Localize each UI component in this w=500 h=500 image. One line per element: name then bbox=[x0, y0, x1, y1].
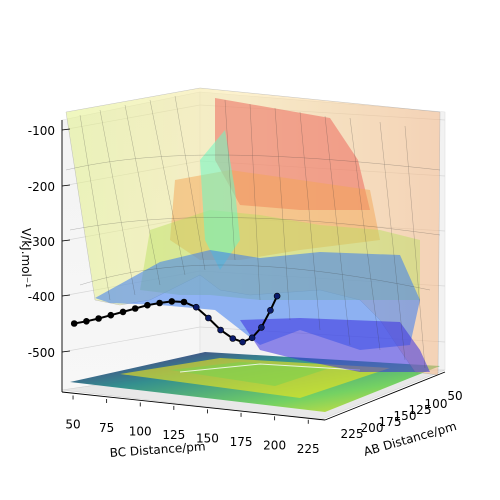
trajectory-point bbox=[131, 305, 139, 312]
axis-lines bbox=[61, 120, 446, 421]
trajectory-point bbox=[239, 338, 246, 346]
x-tick-label: 75 bbox=[99, 421, 114, 435]
trajectory-point bbox=[180, 298, 188, 306]
y-tick-label: 100 bbox=[425, 397, 448, 411]
trajectory-point bbox=[119, 308, 127, 316]
x-tick-label: 225 bbox=[297, 442, 320, 456]
z-tick-mark bbox=[61, 350, 71, 353]
energy-surface bbox=[65, 87, 441, 376]
x-tick-label: 150 bbox=[196, 431, 219, 445]
x-axis-ticks: 50 75 100 125 150 175 200 225 bbox=[65, 395, 320, 456]
y-tick-label: 125 bbox=[409, 403, 432, 417]
trajectory-point bbox=[107, 311, 115, 319]
z-tick-label: -400 bbox=[28, 290, 55, 304]
trajectory-point bbox=[267, 306, 274, 314]
x-tick-label: 50 bbox=[65, 418, 80, 432]
z-tick-mark bbox=[61, 128, 71, 131]
z-tick-mark bbox=[61, 184, 71, 187]
y-tick-label: 200 bbox=[361, 421, 384, 435]
z-tick-label: -300 bbox=[28, 235, 55, 249]
y-tick-label: 50 bbox=[447, 389, 462, 403]
trajectory-series bbox=[70, 292, 281, 346]
trajectory-point bbox=[168, 298, 176, 305]
y-tick-label: 150 bbox=[394, 409, 417, 423]
x-axis-label: BC Distance/pm bbox=[109, 439, 206, 460]
trajectory-point bbox=[229, 335, 237, 342]
y-tick-label: 225 bbox=[341, 427, 364, 441]
x-tick-label: 175 bbox=[230, 435, 253, 449]
trajectory-point bbox=[70, 320, 78, 327]
z-gridline bbox=[61, 326, 201, 353]
z-axis-label: V/kJ.mol⁻¹ bbox=[19, 228, 33, 288]
trajectory-point bbox=[83, 317, 90, 325]
trajectory-point bbox=[205, 314, 212, 322]
z-tick-mark bbox=[61, 239, 71, 242]
z-tick-label: -500 bbox=[28, 346, 55, 360]
trajectory-point bbox=[144, 301, 151, 309]
trajectory-point bbox=[192, 303, 200, 311]
trajectory-point bbox=[217, 326, 224, 334]
z-axis-ticks: -100 -200 -300 -400 -500 bbox=[28, 124, 71, 360]
y-tick-label: 175 bbox=[379, 415, 402, 429]
trajectory-point bbox=[258, 324, 265, 331]
x-tick-label: 125 bbox=[162, 428, 185, 442]
trajectory-point bbox=[248, 334, 256, 342]
trajectory-point bbox=[273, 292, 281, 300]
trajectory-point bbox=[95, 315, 102, 322]
trajectory-point bbox=[156, 299, 163, 307]
x-tick-label: 100 bbox=[129, 424, 152, 438]
x-tick-label: 200 bbox=[263, 438, 286, 452]
z-tick-label: -100 bbox=[28, 124, 55, 138]
z-tick-label: -200 bbox=[28, 180, 55, 194]
z-tick-mark bbox=[61, 294, 71, 297]
